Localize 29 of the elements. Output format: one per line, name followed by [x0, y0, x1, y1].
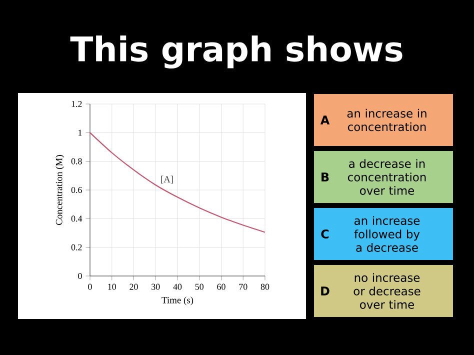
annotation: [A]: [161, 176, 173, 184]
x-tick-label: 80: [260, 284, 270, 290]
y-tick-label: 1.2: [72, 100, 82, 108]
category-label: A: [320, 116, 330, 124]
chart-title: This graph shows: [70, 35, 402, 69]
category-label: D: [321, 286, 330, 296]
y-tick-label: 0.8: [71, 158, 82, 164]
y-tick-label: 0.4: [71, 216, 82, 222]
x-tick-label: 20: [130, 284, 138, 290]
y-tick-label: 0.2: [71, 244, 82, 250]
x-axis-title: Time (s): [162, 296, 194, 306]
text: no increase or decrease over time: [354, 273, 420, 309]
y-tick-label: 0.6: [71, 186, 82, 194]
x-tick-label: 40: [173, 284, 182, 290]
x-tick-label: 50: [195, 284, 204, 290]
x-tick-label: 60: [217, 284, 226, 290]
text: a decrease in concentration over time: [348, 159, 426, 195]
text: an increase followed by a decrease: [354, 216, 420, 252]
y-tick-label: 0: [78, 272, 82, 280]
category-label: B: [322, 172, 329, 182]
line-series: [89, 132, 266, 233]
category-label: C: [321, 229, 329, 239]
y-tick-label: 1: [78, 130, 82, 136]
x-tick-label: 30: [152, 284, 160, 290]
y-axis-title: Concentration (M): [56, 155, 64, 225]
x-tick-label: 10: [108, 284, 116, 290]
x-tick-label: 70: [239, 284, 248, 290]
x-tick-label: 0: [88, 284, 92, 290]
text: an increase in concentration: [347, 108, 426, 132]
